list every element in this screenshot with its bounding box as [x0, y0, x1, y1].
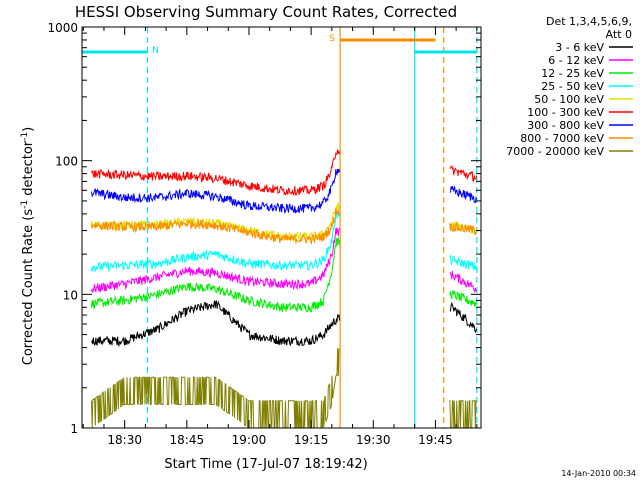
legend-label-0: 3 - 6 keV: [555, 41, 604, 54]
legend-title-0: Det 1,3,4,5,6,9,: [546, 15, 632, 28]
y-tick-label-3: 1000: [47, 21, 78, 35]
legend-label-8: 7000 - 20000 keV: [506, 145, 604, 158]
legend-label-1: 6 - 12 keV: [548, 54, 604, 67]
y-tick-label-2: 100: [55, 155, 78, 169]
x-tick-label-0: 18:30: [107, 433, 142, 447]
series-line-7-1: [449, 221, 477, 236]
legend-label-2: 12 - 25 keV: [541, 67, 604, 80]
series-line-0-1: [449, 301, 478, 334]
plot-frame: [81, 26, 482, 429]
legend-label-3: 25 - 50 keV: [541, 80, 604, 93]
series-line-1-1: [449, 270, 477, 294]
timestamp: 14-Jan-2010 00:34: [561, 469, 636, 478]
flag-label-0: N: [152, 46, 159, 56]
legend-label-7: 800 - 7000 keV: [520, 132, 604, 145]
chart-title: HESSI Observing Summary Count Rates, Cor…: [75, 3, 457, 21]
legend-label-5: 100 - 300 keV: [527, 106, 604, 119]
series-line-6-1: [449, 185, 478, 204]
series-line-5-0: [91, 149, 340, 197]
x-tick-label-2: 19:00: [232, 433, 267, 447]
series-line-8-0: [91, 348, 340, 429]
x-tick-label-4: 19:30: [356, 433, 391, 447]
series-line-1-0: [91, 227, 340, 294]
series-line-8-1: [449, 399, 477, 429]
x-tick-label-5: 19:45: [418, 433, 453, 447]
flag-label-1: S: [329, 34, 335, 44]
series-line-7-0: [91, 208, 340, 245]
series-line-2-0: [91, 236, 340, 313]
x-tick-label-1: 18:45: [170, 433, 205, 447]
legend-label-4: 50 - 100 keV: [534, 93, 604, 106]
y-tick-label-0: 1: [70, 422, 78, 436]
legend-label-6: 300 - 800 keV: [527, 119, 604, 132]
x-axis-label: Start Time (17-Jul-07 18:19:42): [164, 457, 367, 472]
x-tick-label-3: 19:15: [294, 433, 329, 447]
series-line-5-1: [449, 164, 478, 183]
y-axis-label: Corrected Count Rate (s-1 detector-1): [20, 127, 36, 365]
legend-title-1: Att 0: [606, 28, 632, 41]
series-line-2-1: [449, 289, 478, 307]
series-line-0-0: [91, 299, 340, 348]
y-tick-label-1: 10: [63, 288, 78, 302]
series-line-6-0: [91, 168, 340, 215]
series-line-3-1: [449, 255, 478, 271]
series-line-3-0: [91, 211, 340, 273]
